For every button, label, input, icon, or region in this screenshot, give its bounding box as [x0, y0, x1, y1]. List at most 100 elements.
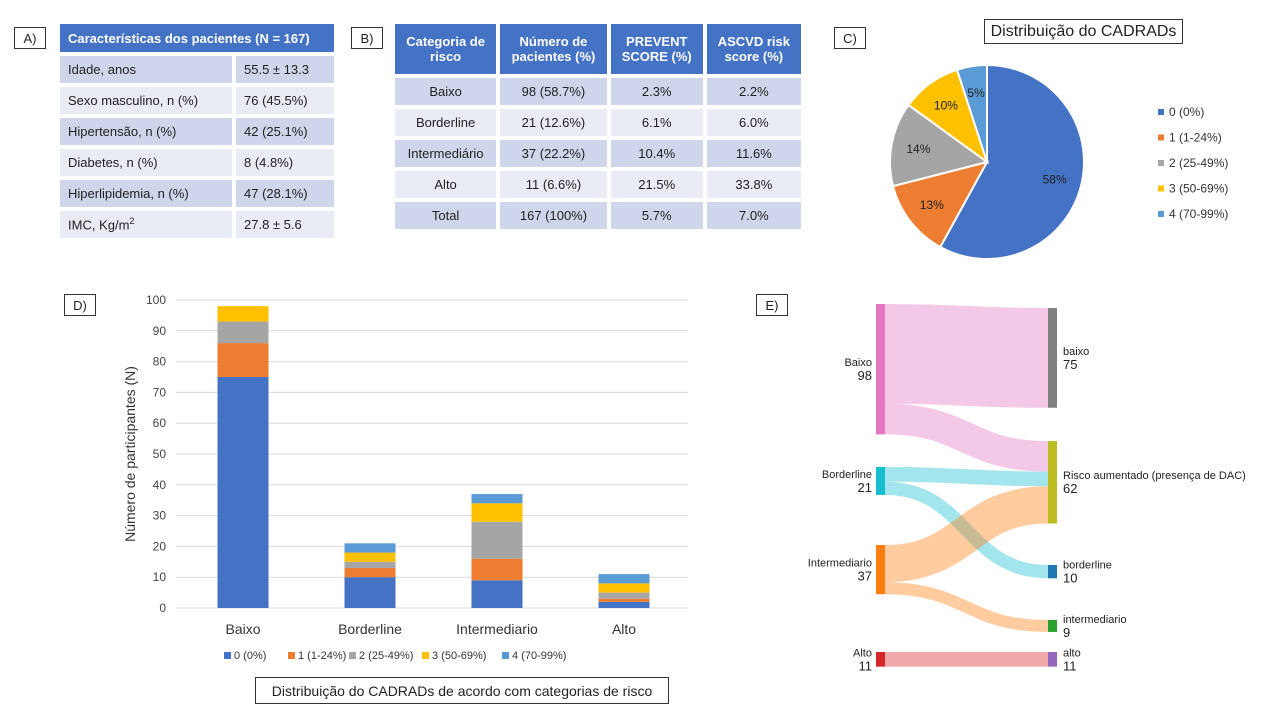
- pie-chart: 58% 13% 14% 10% 5% 0 (0%) 1 (1-24%) 2 (25-49%) 3…: [889, 63, 1228, 260]
- legend-swatch: [422, 652, 429, 659]
- bar-segment: [598, 583, 650, 593]
- legend-label: 0 (0%): [234, 650, 266, 662]
- sankey-target-node: [1048, 620, 1057, 632]
- pie-chart-title: Distribuição do CADRADs: [984, 19, 1183, 44]
- bar-segment: [217, 321, 269, 344]
- table-cell: 11.6%: [704, 138, 803, 169]
- table-cell: 6.0%: [704, 107, 803, 138]
- sankey-diagram: Baixo98Borderline21Intermediario37Alto11…: [808, 304, 1246, 673]
- table-row: Diabetes, n (%) 8 (4.8%): [58, 147, 336, 178]
- bar-segment: [598, 601, 650, 608]
- col-header-prevent: PREVENT SCORE (%): [608, 22, 705, 76]
- panel-label-b: B): [351, 27, 383, 49]
- table-cell: 11 (6.6%): [498, 169, 609, 200]
- legend-label: 3 (50-69%): [432, 650, 486, 662]
- x-tick-label: Borderline: [338, 621, 402, 637]
- sankey-link: [884, 486, 1049, 583]
- table-cell: 21.5%: [608, 169, 705, 200]
- sankey-node-label: alto: [1063, 647, 1081, 659]
- sankey-target-node: [1048, 441, 1057, 524]
- table-cell: 33.8%: [704, 169, 803, 200]
- table-row: Hipertensão, n (%) 42 (25.1%): [58, 116, 336, 147]
- table-cell: 7.0%: [704, 200, 803, 231]
- table-row: Sexo masculino, n (%) 76 (45.5%): [58, 85, 336, 116]
- pie-data-label: 5%: [967, 86, 985, 100]
- pie-data-label: 58%: [1043, 172, 1067, 186]
- y-tick-label: 10: [153, 570, 167, 584]
- bar-segment: [471, 503, 523, 522]
- sankey-node-label: Risco aumentado (presença de DAC): [1063, 470, 1246, 482]
- sankey-source-node: [876, 304, 885, 435]
- col-header-patients: Número de pacientes (%): [498, 22, 609, 76]
- legend-swatch: [1158, 134, 1164, 141]
- legend-swatch: [1158, 185, 1164, 192]
- y-tick-label: 100: [146, 293, 166, 307]
- x-tick-label: Baixo: [225, 621, 260, 637]
- table-cell: 37 (22.2%): [498, 138, 609, 169]
- sankey-source-node: [876, 652, 885, 667]
- row-label: Hiperlipidemia, n (%): [58, 178, 234, 209]
- sankey-node-label: borderline: [1063, 560, 1112, 572]
- row-label: IMC, Kg/m2: [58, 209, 234, 240]
- bar-segment: [471, 521, 523, 559]
- sankey-node-label: Intermediario: [808, 558, 872, 570]
- y-tick-label: 20: [153, 539, 167, 553]
- col-header-ascvd: ASCVD risk score (%): [704, 22, 803, 76]
- bar-segment: [344, 577, 396, 608]
- bar-segment: [598, 592, 650, 599]
- legend-label: 2 (25-49%): [1169, 156, 1228, 170]
- col-header-category: Categoria de risco: [393, 22, 499, 76]
- table-cell: 21 (12.6%): [498, 107, 609, 138]
- sankey-node-label: Baixo: [844, 357, 872, 369]
- legend-label: 2 (25-49%): [359, 650, 413, 662]
- sankey-node-value: 75: [1063, 357, 1077, 372]
- legend-label: 0 (0%): [1169, 105, 1204, 119]
- legend-swatch: [288, 652, 295, 659]
- sankey-node-value: 11: [1063, 658, 1077, 673]
- sankey-node-value: 37: [858, 569, 872, 584]
- sankey-target-node: [1048, 308, 1057, 408]
- bar-chart-title: Distribuição do CADRADs de acordo com ca…: [255, 677, 669, 704]
- panel-label-e: E): [756, 294, 788, 316]
- table-row: IMC, Kg/m2 27.8 ± 5.6: [58, 209, 336, 240]
- legend-label: 1 (1-24%): [1169, 131, 1222, 145]
- header-line: ASCVD risk: [717, 34, 790, 49]
- y-axis-label: Número de participantes (N): [122, 366, 138, 542]
- sankey-node-value: 21: [858, 480, 872, 495]
- legend-label: 1 (1-24%): [298, 650, 346, 662]
- table-cell: 10.4%: [608, 138, 705, 169]
- pie-data-label: 10%: [934, 98, 958, 112]
- sankey-node-value: 10: [1063, 571, 1077, 586]
- table-cell: 2.3%: [608, 76, 705, 107]
- sankey-source-node: [876, 545, 885, 595]
- row-label: Sexo masculino, n (%): [58, 85, 234, 116]
- pie-data-label: 13%: [920, 198, 944, 212]
- row-label: Hipertensão, n (%): [58, 116, 234, 147]
- y-tick-label: 60: [153, 416, 167, 430]
- header-line: Categoria de: [406, 34, 485, 49]
- table-cell: Alto: [393, 169, 499, 200]
- y-tick-label: 90: [153, 324, 167, 338]
- table-row: Hiperlipidemia, n (%) 47 (28.1%): [58, 178, 336, 209]
- pie-slice: [891, 160, 989, 249]
- table-row: Idade, anos 55.5 ± 13.3: [58, 54, 336, 85]
- header-line: PREVENT: [626, 34, 688, 49]
- table-row: Intermediário 37 (22.2%) 10.4% 11.6%: [393, 138, 803, 169]
- pie-slice: [955, 63, 988, 163]
- table-row: Baixo 98 (58.7%) 2.3% 2.2%: [393, 76, 803, 107]
- sankey-node-value: 9: [1063, 625, 1070, 640]
- sankey-link: [884, 481, 1049, 579]
- header-line: score (%): [724, 49, 784, 64]
- sankey-link: [884, 403, 1049, 472]
- header-line: Número de: [519, 34, 588, 49]
- bar-segment: [217, 377, 269, 608]
- legend-label: 4 (70-99%): [1169, 207, 1228, 221]
- sankey-node-value: 98: [858, 368, 872, 383]
- bar-segment: [471, 580, 523, 608]
- pie-slice: [889, 103, 990, 188]
- legend-swatch: [1158, 160, 1164, 166]
- sankey-link: [884, 304, 1049, 408]
- y-tick-label: 40: [153, 478, 167, 492]
- row-label-text: IMC, Kg/m: [68, 217, 130, 233]
- table-cell: Baixo: [393, 76, 499, 107]
